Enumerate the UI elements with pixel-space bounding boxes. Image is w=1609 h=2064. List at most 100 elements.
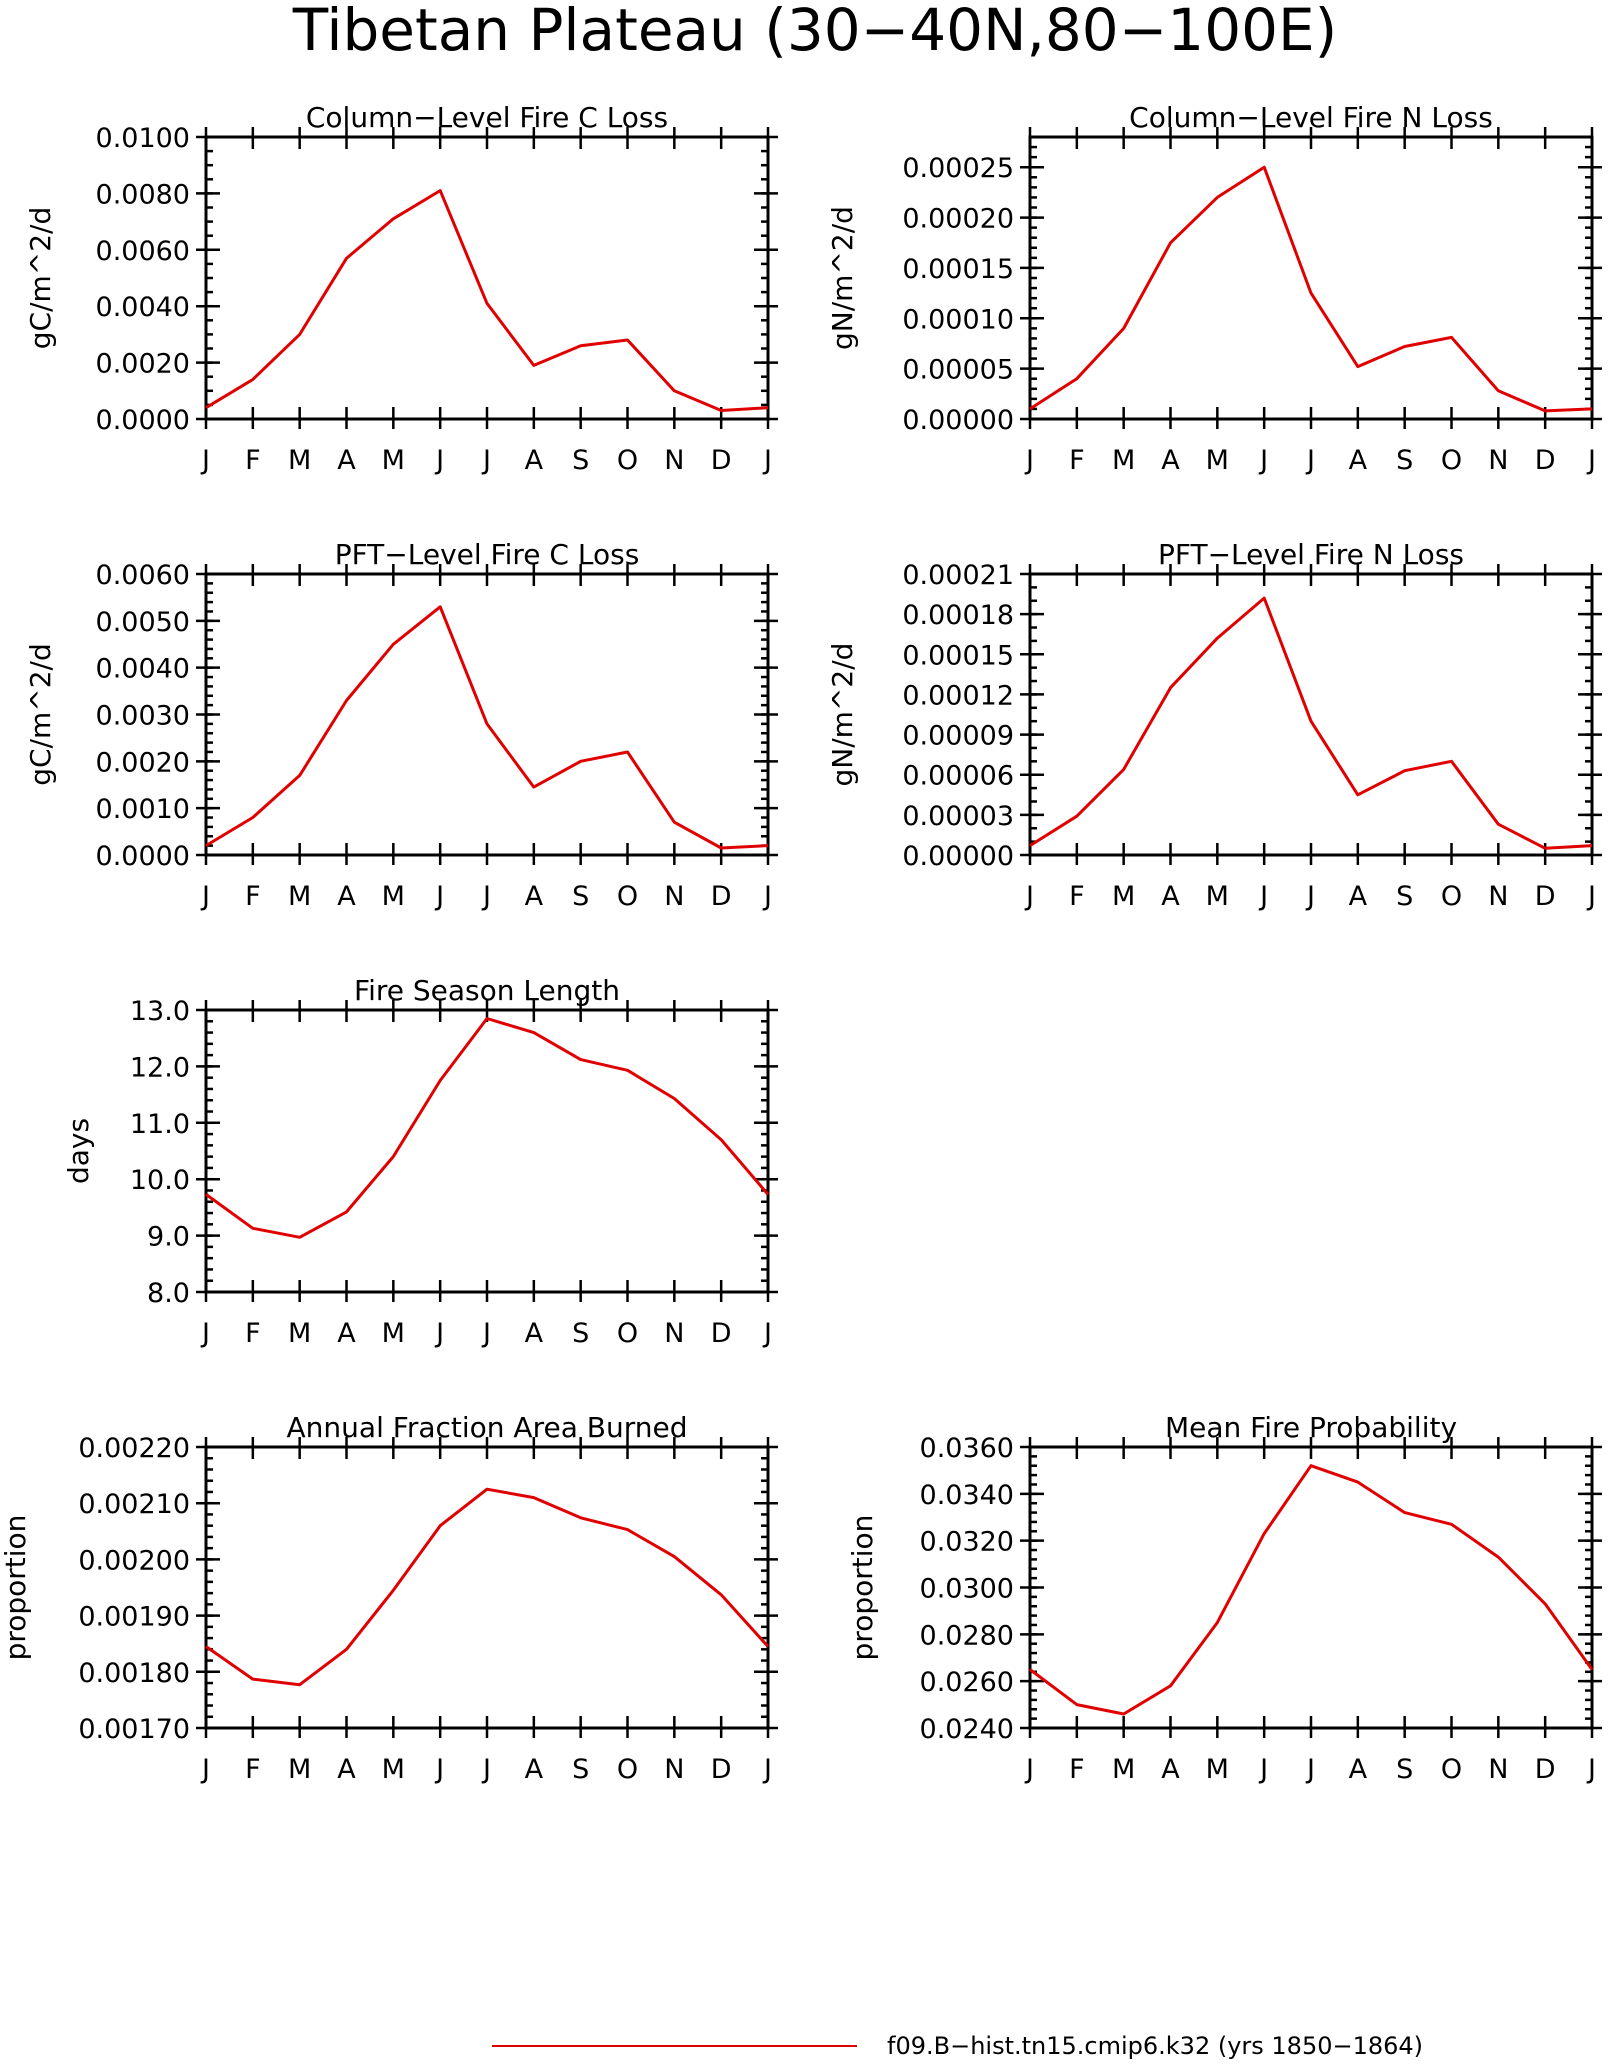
x-tick-label: D <box>711 881 732 912</box>
y-tick-label: 0.0020 <box>96 747 190 778</box>
chart-column-level-fire-c-loss: Column−Level Fire C Loss0.00000.00200.00… <box>24 101 778 476</box>
x-tick-label: M <box>382 445 405 476</box>
x-tick-label: J <box>434 881 444 912</box>
x-tick-label: M <box>288 1754 311 1785</box>
x-tick-label: A <box>1161 445 1180 476</box>
x-tick-label: N <box>664 445 684 476</box>
x-tick-label: J <box>762 445 772 476</box>
y-tick-label: 0.0280 <box>920 1620 1014 1651</box>
x-tick-label: M <box>1206 1754 1229 1785</box>
x-tick-label: J <box>481 881 491 912</box>
y-tick-label: 0.0050 <box>96 607 190 638</box>
chart-fire-season-length: Fire Season Length8.09.010.011.012.013.0… <box>62 974 778 1349</box>
y-tick-label: 0.00020 <box>902 204 1014 235</box>
x-tick-label: J <box>434 445 444 476</box>
y-tick-label: 0.0320 <box>920 1527 1014 1558</box>
y-tick-label: 0.00190 <box>78 1602 190 1633</box>
chart-pft-level-fire-n-loss: PFT−Level Fire N Loss0.000000.000030.000… <box>826 538 1602 912</box>
y-axis-label: gN/m^2/d <box>826 206 859 350</box>
x-tick-label: J <box>200 445 210 476</box>
x-tick-label: O <box>617 1754 638 1785</box>
y-tick-label: 13.0 <box>130 996 190 1027</box>
y-tick-label: 0.00012 <box>902 680 1014 711</box>
x-tick-label: F <box>1069 445 1085 476</box>
x-tick-label: J <box>1586 1754 1596 1785</box>
y-tick-label: 0.0040 <box>96 654 190 685</box>
y-tick-label: 0.00003 <box>902 801 1014 832</box>
y-axis-label: days <box>62 1118 95 1184</box>
y-tick-label: 0.00018 <box>902 600 1014 631</box>
x-tick-label: J <box>481 1318 491 1349</box>
x-tick-label: J <box>1586 881 1596 912</box>
x-tick-label: J <box>481 1754 491 1785</box>
y-tick-label: 0.0000 <box>96 405 190 436</box>
x-tick-label: J <box>481 445 491 476</box>
series-line <box>1029 1464 1594 1716</box>
series-line <box>205 1487 770 1687</box>
chart-column-level-fire-n-loss: Column−Level Fire N Loss0.000000.000050.… <box>826 101 1602 476</box>
x-tick-label: O <box>617 881 638 912</box>
y-tick-label: 0.00000 <box>902 405 1014 436</box>
x-tick-label: M <box>382 1318 405 1349</box>
x-tick-label: N <box>664 1318 684 1349</box>
y-tick-label: 0.0000 <box>96 841 190 872</box>
x-tick-label: M <box>288 881 311 912</box>
y-tick-label: 0.0240 <box>920 1714 1014 1745</box>
x-tick-label: M <box>1112 881 1135 912</box>
x-tick-label: S <box>572 1754 589 1785</box>
x-tick-label: A <box>337 1754 356 1785</box>
x-tick-label: A <box>1349 881 1368 912</box>
y-tick-label: 0.0030 <box>96 701 190 732</box>
x-tick-label: M <box>1112 1754 1135 1785</box>
x-tick-label: A <box>1161 881 1180 912</box>
x-tick-label: A <box>337 445 356 476</box>
x-tick-label: J <box>200 1754 210 1785</box>
x-tick-label: O <box>617 1318 638 1349</box>
y-axis-label: gC/m^2/d <box>24 643 57 786</box>
x-tick-label: N <box>1488 881 1508 912</box>
y-axis-label: gC/m^2/d <box>24 207 57 350</box>
y-tick-label: 0.0100 <box>96 123 190 154</box>
y-tick-label: 0.00021 <box>902 560 1014 591</box>
chart-pft-level-fire-c-loss: PFT−Level Fire C Loss0.00000.00100.00200… <box>24 538 778 912</box>
x-tick-label: N <box>1488 1754 1508 1785</box>
y-tick-label: 0.0360 <box>920 1433 1014 1464</box>
x-tick-label: F <box>1069 881 1085 912</box>
y-tick-label: 0.0060 <box>96 236 190 267</box>
series-line <box>205 605 769 850</box>
series-line <box>1029 596 1593 850</box>
y-tick-label: 0.0020 <box>96 349 190 380</box>
x-tick-label: N <box>664 881 684 912</box>
x-tick-label: J <box>434 1318 444 1349</box>
x-tick-label: F <box>245 445 261 476</box>
plot-frame <box>1028 572 1594 857</box>
y-axis-label: proportion <box>0 1515 32 1661</box>
x-tick-label: A <box>525 1318 544 1349</box>
x-tick-label: A <box>337 1318 356 1349</box>
x-tick-label: M <box>382 1754 405 1785</box>
x-tick-label: M <box>1112 445 1135 476</box>
y-tick-label: 0.0340 <box>920 1480 1014 1511</box>
x-tick-label: J <box>1305 1754 1315 1785</box>
plot-frame <box>204 135 770 421</box>
series-line <box>205 189 769 412</box>
y-tick-label: 0.00009 <box>902 721 1014 752</box>
x-tick-label: J <box>762 881 772 912</box>
y-tick-label: 0.00006 <box>902 761 1014 792</box>
x-tick-label: A <box>525 881 544 912</box>
x-tick-label: S <box>1396 881 1413 912</box>
x-tick-label: O <box>1441 1754 1462 1785</box>
y-tick-label: 0.00000 <box>902 841 1014 872</box>
x-tick-label: J <box>762 1318 772 1349</box>
series-line <box>1029 165 1593 413</box>
y-tick-label: 0.00015 <box>902 640 1014 671</box>
y-axis-label: proportion <box>846 1515 879 1661</box>
x-tick-label: M <box>288 1318 311 1349</box>
x-tick-label: D <box>711 445 732 476</box>
x-tick-label: O <box>1441 881 1462 912</box>
plot-frame <box>204 1008 770 1294</box>
y-tick-label: 0.00180 <box>78 1658 190 1689</box>
chart-annual-fraction-area-burned: Annual Fraction Area Burned0.001700.0018… <box>0 1411 778 1785</box>
y-tick-label: 0.00220 <box>78 1433 190 1464</box>
